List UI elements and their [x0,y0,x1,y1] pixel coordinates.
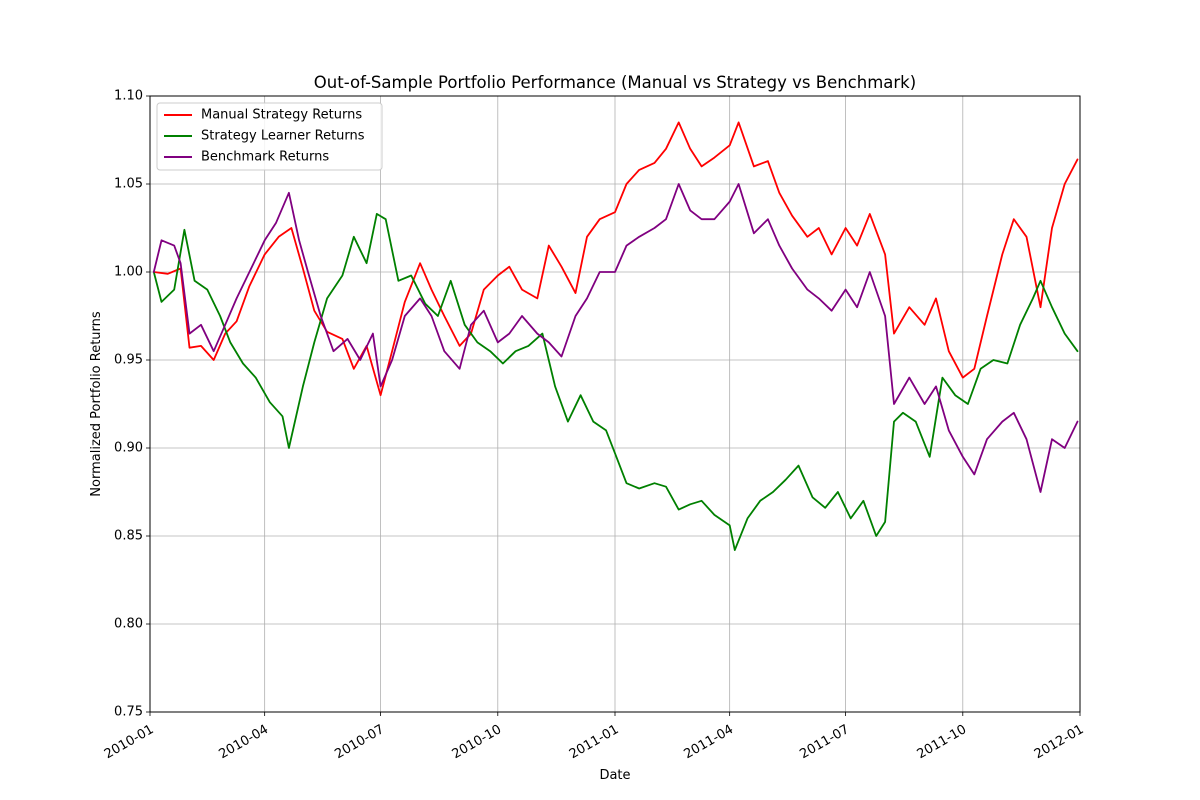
y-tick-label: 0.90 [114,441,143,456]
legend: Manual Strategy Returns Strategy Learner … [156,102,383,171]
legend-label: Strategy Learner Returns [201,129,365,144]
y-axis-label: Normalized Portfolio Returns [89,311,104,497]
legend-label: Manual Strategy Returns [201,108,362,123]
y-tick-label: 1.05 [114,177,143,192]
x-axis-label: Date [599,768,630,783]
series-line-2 [152,183,1079,493]
chart-title: Out-of-Sample Portfolio Performance (Man… [314,73,916,92]
series-line-1 [152,212,1079,551]
legend-frame [156,102,383,171]
series-line-0 [152,121,1079,397]
series-lines [152,121,1079,551]
y-tick-label: 0.80 [114,617,143,632]
legend-label: Benchmark Returns [201,150,329,165]
y-tick-label: 1.10 [114,89,143,104]
y-tick-label: 1.00 [114,265,143,280]
y-tick-label: 0.85 [114,529,143,544]
y-tick-label: 0.95 [114,353,143,368]
y-axis-ticks: 0.75 0.80 0.85 0.90 0.95 1.00 1.05 1.10 [114,89,150,720]
y-tick-label: 0.75 [114,705,143,720]
